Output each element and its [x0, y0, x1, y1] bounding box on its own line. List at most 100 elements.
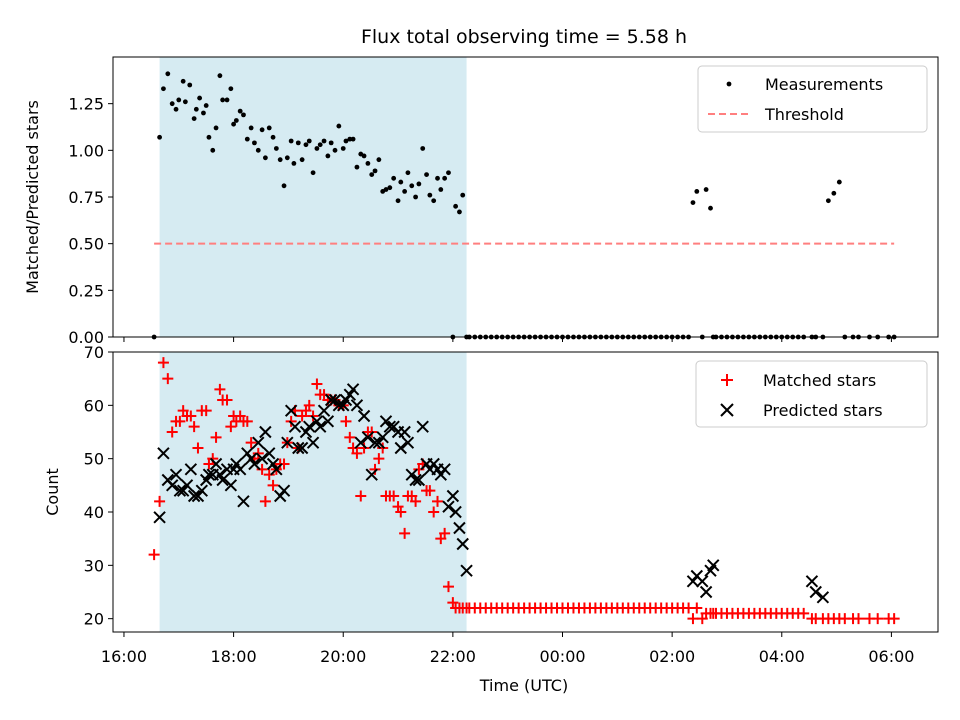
measurement-point [173, 106, 179, 112]
ratio-legend: Measurements Threshold [697, 65, 928, 133]
matched-star-point [399, 527, 411, 539]
legend-label-matched: Matched stars [763, 371, 876, 390]
predicted-star-point [195, 484, 209, 497]
measurement-point [694, 189, 700, 194]
predicted-star-point [332, 399, 346, 412]
predicted-star-point [180, 479, 194, 492]
measurement-point [299, 157, 305, 163]
predicted-star-point [372, 436, 386, 449]
measurement-point [217, 73, 223, 79]
matched-star-point [369, 463, 381, 475]
measurement-point [442, 175, 448, 181]
measurement-point [224, 97, 230, 103]
measurement-point [277, 157, 283, 163]
measurement-point [191, 116, 197, 121]
measurement-point [453, 203, 459, 209]
observing-window-shade [159, 352, 467, 632]
predicted-star-point [354, 436, 367, 449]
ratio-y-axis-label: Matched/Predicted stars [23, 100, 42, 294]
predicted-star-point [187, 489, 201, 503]
ratio-x-axis [123, 337, 892, 342]
ratio-panel: 0.00 0.25 0.50 0.75 1.00 1.25 Matched/Predict… [23, 56, 939, 347]
matched-star-point [166, 426, 178, 438]
measurement-point [284, 155, 290, 161]
matched-star-point [373, 453, 385, 465]
matched-star-point [263, 469, 275, 481]
predicted-star-point [209, 457, 223, 471]
predicted-star-point [216, 473, 229, 487]
predicted-star-point [303, 420, 316, 433]
ratio-y-axis: 0.00 0.25 0.50 0.75 1.00 1.25 [68, 95, 113, 347]
predicted-star-point [346, 383, 360, 396]
y-tick-label: 0.00 [68, 328, 104, 347]
matched-star-point [207, 453, 219, 465]
predicted-star-point [255, 452, 269, 465]
measurement-point [310, 170, 316, 176]
predicted-star-point [394, 441, 407, 455]
matched-star-point [241, 415, 253, 427]
measurement-point [402, 189, 408, 194]
x-tick-label: 16:00 [101, 647, 147, 666]
measurement-point [187, 82, 193, 88]
measurement-point [203, 103, 209, 108]
predicted-star-point [357, 409, 371, 423]
matched-star-point [185, 410, 197, 422]
predicted-star-point [184, 463, 198, 476]
count-panel: 20 30 40 50 60 70 16:00 18:00 20:00 22:00 00:00 02… [43, 343, 939, 695]
predicted-star-point [427, 457, 440, 471]
predicted-star-point [816, 591, 830, 604]
chart-title: Flux total observing time = 5.58 h [361, 26, 687, 48]
predicted-star-point [230, 457, 243, 471]
measurement-point [398, 179, 404, 185]
predicted-star-point [376, 431, 389, 444]
legend-label-measurements: Measurements [765, 75, 883, 94]
measurement-point [169, 101, 175, 107]
measurement-point [231, 121, 236, 127]
predicted-star-point [405, 468, 418, 481]
measurement-point [409, 183, 415, 189]
legend-marker-predicted [720, 403, 734, 417]
predicted-star-point [259, 425, 272, 439]
measurement-point [376, 157, 382, 163]
matched-star-point [307, 410, 319, 422]
measurement-point [354, 164, 360, 170]
predicted-star-point [446, 489, 460, 503]
predicted-star-point [270, 463, 283, 476]
measurement-point [201, 110, 206, 116]
matched-star-point [340, 415, 352, 427]
matched-star-point [210, 431, 222, 443]
legend-label-predicted: Predicted stars [763, 401, 883, 420]
predicted-star-point [153, 511, 166, 524]
measurement-point [435, 175, 440, 181]
x-tick-label: 18:00 [211, 647, 257, 666]
predicted-star-point [273, 489, 287, 503]
predicted-star-point [350, 399, 364, 412]
matched-star-point [267, 479, 279, 491]
matched-star-point [311, 378, 323, 390]
x-axis-label: Time (UTC) [479, 676, 568, 695]
measurement-point [424, 172, 429, 178]
shaded-region [159, 352, 467, 632]
predicted-star-point [361, 431, 375, 444]
measurement-point [457, 209, 462, 215]
predicted-star-point [317, 404, 331, 417]
matched-star-point [366, 426, 378, 438]
measurement-point [220, 97, 226, 103]
predicted-star-point [165, 479, 179, 492]
predicted-star-point [237, 495, 250, 508]
matched-star-point [888, 613, 900, 625]
predicted-star-point [442, 500, 455, 513]
measurement-point [391, 175, 397, 181]
predicted-star-point [434, 468, 448, 481]
measurement-point [836, 179, 842, 185]
predicted-star-point [233, 463, 247, 476]
y-tick-label: 70 [84, 343, 104, 362]
predicted-star-point [263, 447, 276, 460]
measurement-point [270, 134, 276, 140]
predicted-star-point [314, 420, 327, 433]
matched-star-point [410, 495, 422, 507]
y-tick-label: 0.25 [68, 281, 104, 300]
matched-star-point [351, 447, 363, 459]
measurement-point [690, 200, 696, 206]
matched-star-point [162, 373, 174, 385]
